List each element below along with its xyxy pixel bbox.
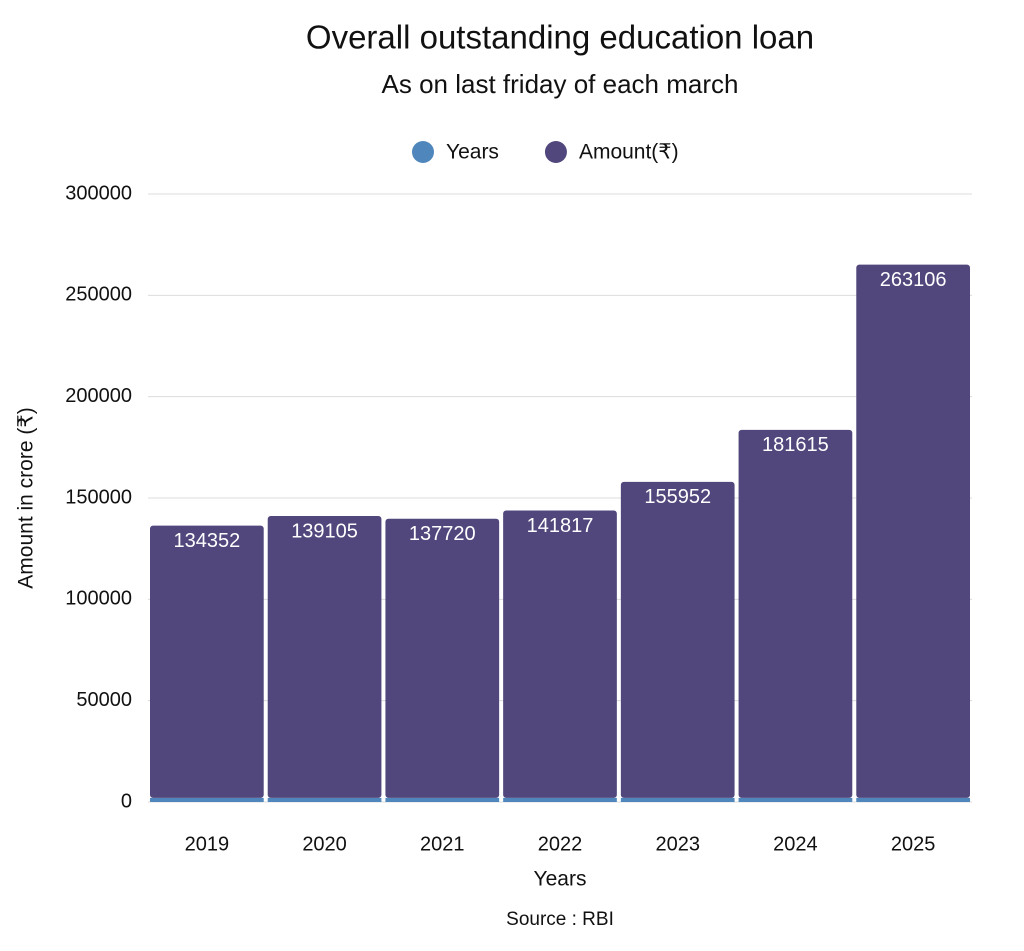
legend-label: Years bbox=[446, 141, 499, 164]
y-tick-label: 50000 bbox=[76, 689, 132, 711]
source-note: Source : RBI bbox=[506, 909, 614, 930]
legend-marker bbox=[544, 141, 567, 163]
data-label: 155952 bbox=[644, 486, 711, 508]
bar-segment bbox=[267, 797, 382, 802]
bar-segment bbox=[620, 481, 735, 798]
y-tick-label: 150000 bbox=[65, 486, 132, 508]
bar-segment bbox=[620, 797, 735, 802]
bar-segment bbox=[856, 797, 970, 802]
y-tick-label: 200000 bbox=[65, 385, 132, 407]
bar-segment bbox=[150, 525, 264, 798]
bar-segment bbox=[503, 797, 617, 802]
data-label: 141817 bbox=[527, 515, 594, 537]
x-tick-label: 2023 bbox=[655, 833, 700, 855]
bar-segment bbox=[503, 510, 617, 798]
data-label: 181615 bbox=[762, 434, 829, 456]
y-tick-label: 100000 bbox=[65, 588, 132, 610]
bar-segment bbox=[385, 518, 500, 798]
bar-segment bbox=[267, 515, 382, 798]
chart-title: Overall outstanding education loan bbox=[306, 19, 814, 56]
x-axis-title: Years bbox=[534, 868, 587, 891]
data-label: 139105 bbox=[291, 520, 358, 542]
bar-segment bbox=[738, 797, 853, 802]
bar-segment bbox=[738, 429, 853, 798]
y-tick-label: 0 bbox=[121, 790, 132, 812]
bar-segment bbox=[856, 264, 970, 798]
legend-label: Amount(₹) bbox=[579, 141, 679, 164]
x-tick-label: 2022 bbox=[538, 833, 583, 855]
x-tick-label: 2024 bbox=[773, 833, 818, 855]
bar-segment bbox=[150, 797, 264, 802]
data-label: 263106 bbox=[880, 269, 947, 291]
y-axis-title: Amount in crore (₹) bbox=[15, 407, 38, 588]
x-tick-label: 2020 bbox=[302, 833, 347, 855]
x-tick-label: 2021 bbox=[420, 833, 465, 855]
data-label: 134352 bbox=[173, 530, 240, 552]
bar-segment bbox=[385, 797, 500, 802]
x-tick-label: 2019 bbox=[185, 833, 230, 855]
data-label: 137720 bbox=[409, 523, 476, 545]
x-tick-label: 2025 bbox=[891, 833, 936, 855]
y-tick-label: 300000 bbox=[65, 182, 132, 204]
chart-subtitle: As on last friday of each march bbox=[382, 69, 739, 99]
y-tick-label: 250000 bbox=[65, 284, 132, 306]
legend-marker bbox=[412, 141, 434, 163]
